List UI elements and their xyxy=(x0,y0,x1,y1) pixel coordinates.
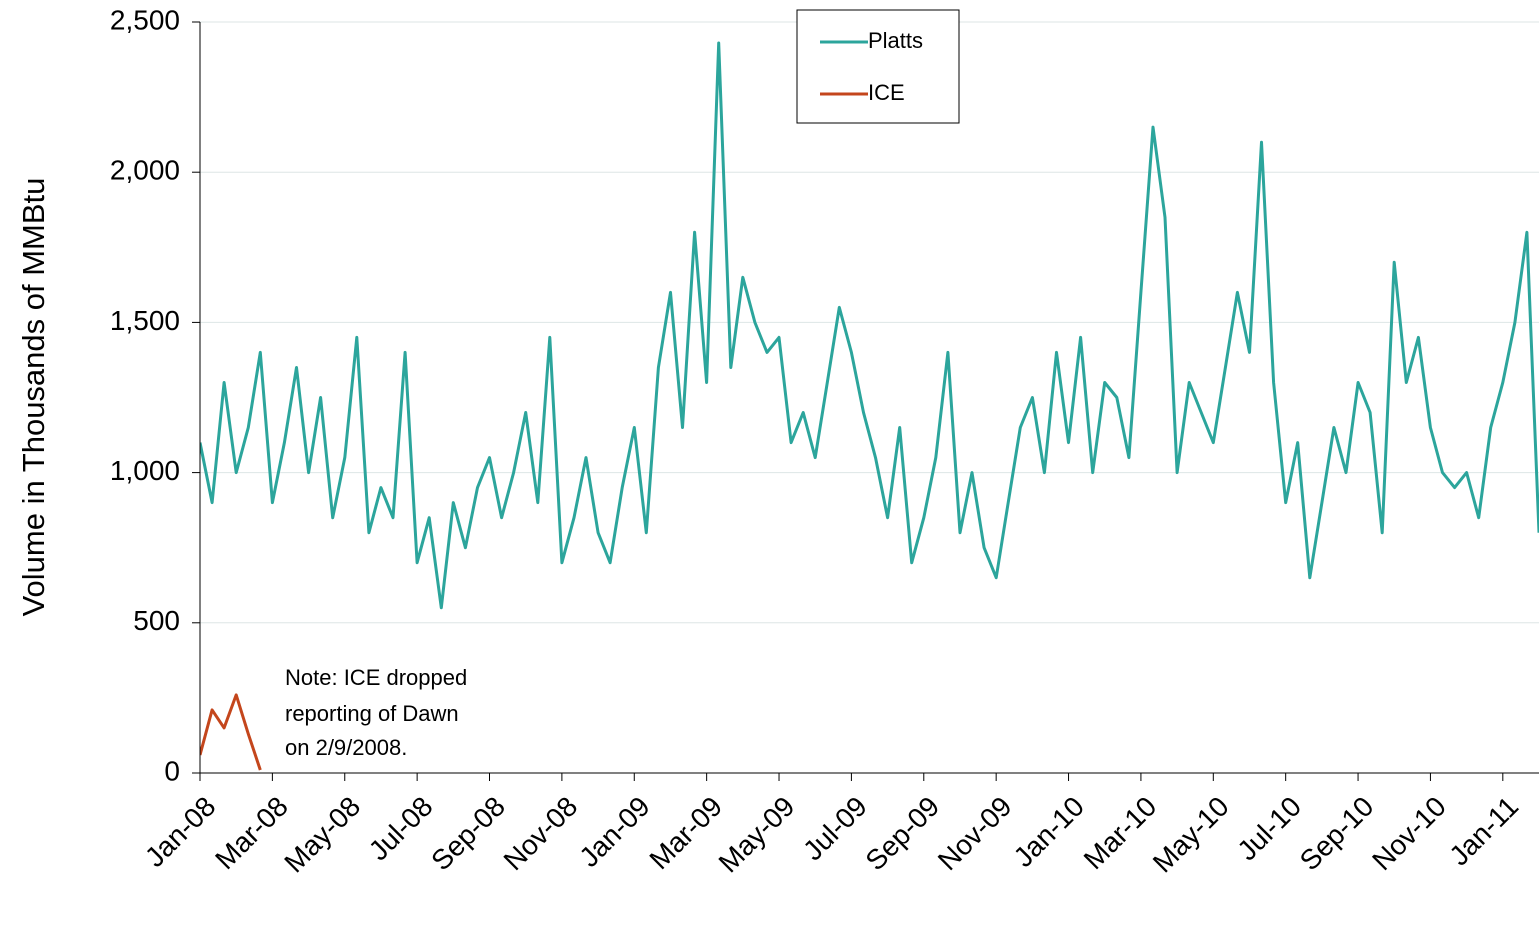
legend-box xyxy=(796,9,960,124)
series-line xyxy=(200,693,262,771)
x-tick-label: Nov-10 xyxy=(1366,791,1452,877)
x-tick-label: Jan-11 xyxy=(1443,791,1524,872)
y-axis-label: Volume in Thousands of MMBtu xyxy=(16,178,51,617)
annotation: on 2/9/2008. xyxy=(285,735,407,760)
y-tick-label: 1,000 xyxy=(110,455,180,486)
x-tick-label: Mar-10 xyxy=(1078,791,1163,876)
legend-label: ICE xyxy=(868,80,905,105)
x-tick-label: May-08 xyxy=(278,791,366,879)
x-tick-label: May-10 xyxy=(1147,791,1235,879)
x-tick-label: Jan-09 xyxy=(573,791,655,873)
y-tick-label: 1,500 xyxy=(110,305,180,336)
x-tick-label: Sep-09 xyxy=(859,791,945,877)
x-tick-label: Jan-08 xyxy=(139,791,221,873)
x-tick-label: Mar-09 xyxy=(643,791,728,876)
legend: Platts ICE xyxy=(796,9,960,124)
x-tick-label: Mar-08 xyxy=(209,791,294,876)
x-tick-label: Jan-10 xyxy=(1008,791,1090,873)
annotation: Note: ICE dropped xyxy=(285,665,467,690)
y-tick-label: 2,500 xyxy=(110,4,180,35)
series-line xyxy=(200,41,1539,610)
y-tick-label: 500 xyxy=(133,605,180,636)
x-tick-label: Nov-09 xyxy=(932,791,1018,877)
x-tick-label: Sep-08 xyxy=(425,791,511,877)
legend-label: Platts xyxy=(868,28,923,53)
x-tick-label: Nov-08 xyxy=(498,791,584,877)
x-tick-label: Sep-10 xyxy=(1294,791,1380,877)
annotation: reporting of Dawn xyxy=(285,701,459,726)
y-tick-label: 2,000 xyxy=(110,155,180,186)
y-tick-label: 0 xyxy=(164,755,180,786)
x-tick-label: May-09 xyxy=(713,791,801,879)
